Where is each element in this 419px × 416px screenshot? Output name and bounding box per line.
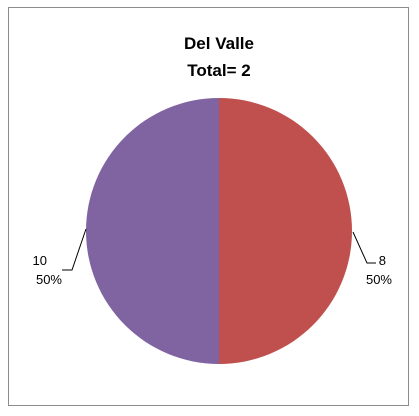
leader-line-8 (352, 231, 376, 264)
slice-label-category-10: 10 (33, 253, 47, 268)
chart-title-line-2: Total= 2 (187, 61, 250, 80)
pie-slice-10 (86, 98, 219, 364)
chart-title-line-1: Del Valle (184, 34, 254, 53)
slice-label-percent-10: 50% (36, 272, 62, 287)
slice-label-percent-8: 50% (366, 272, 392, 287)
leader-lines (62, 228, 376, 271)
leader-line-10 (62, 228, 87, 271)
slice-label-category-8: 8 (379, 253, 386, 268)
pie-slices (86, 98, 352, 364)
pie-slice-8 (219, 98, 352, 364)
